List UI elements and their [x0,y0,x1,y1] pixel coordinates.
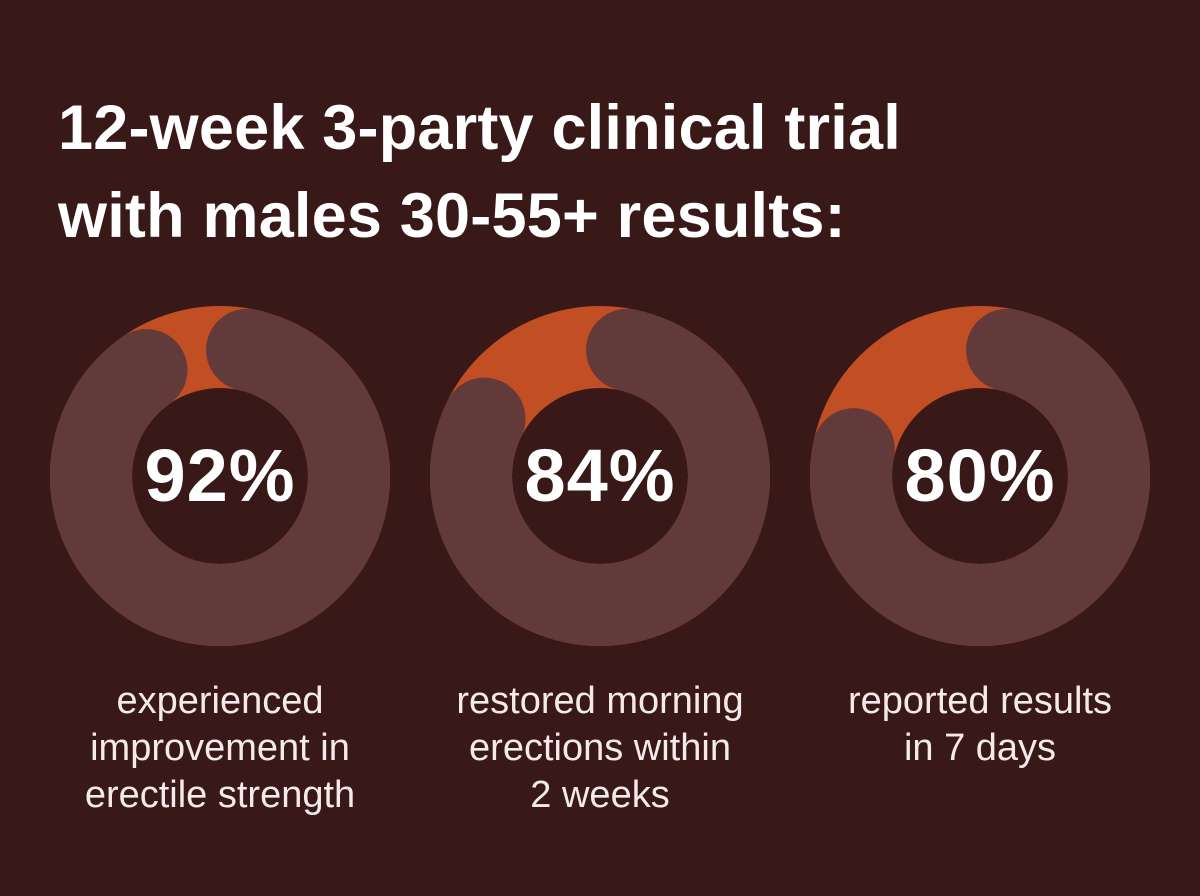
stat-caption-1: experienced improvement in erectile stre… [30,678,410,819]
caption-line: erections within [469,727,731,769]
caption-line: experienced [116,680,324,722]
stat-caption-2: restored morning erections within 2 week… [410,678,790,819]
headline-line-2: with males 30-55+ results: [58,181,846,252]
headline: 12-week 3-party clinical trial with male… [58,84,1158,260]
caption-line: in 7 days [903,727,1057,769]
stat-caption-3: reported results in 7 days [790,678,1170,772]
caption-line: reported results [847,680,1112,722]
percent-label-2: 84% [524,434,676,517]
donut-value-segment [50,306,390,646]
caption-line: erectile strength [84,774,356,816]
donut-chart-1 [50,306,390,646]
donut-chart-3 [810,306,1150,646]
headline-line-1: 12-week 3-party clinical trial [58,93,901,163]
caption-line: restored morning [456,680,744,722]
donut-value-segment [810,306,1150,646]
percent-label-3: 80% [904,434,1056,517]
donut-value-segment [430,306,770,646]
percent-label-1: 92% [144,434,296,517]
donut-chart-2 [430,306,770,646]
caption-line: 2 weeks [530,774,670,816]
caption-line: improvement in [90,727,350,769]
